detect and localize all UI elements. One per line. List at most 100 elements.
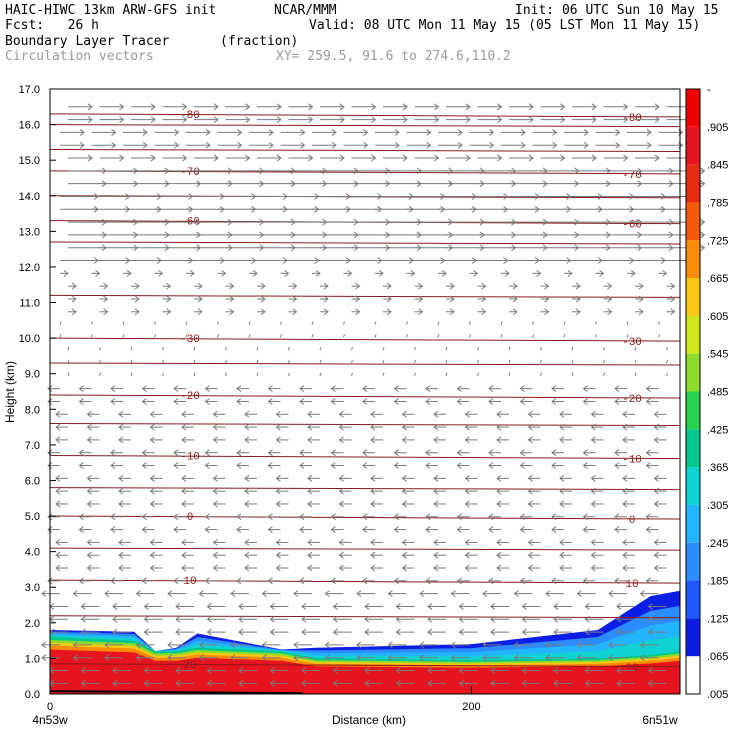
contour-label: -20 [180, 391, 200, 403]
wind-vector-head [307, 538, 313, 546]
wind-vector-head [141, 577, 147, 585]
wind-vector-head [488, 513, 494, 521]
wind-vector-head [268, 129, 274, 136]
wind-vector-head [434, 154, 440, 162]
wind-vector-head [112, 603, 118, 610]
colorbar-label: .125 [707, 613, 728, 625]
wind-vector [477, 372, 479, 376]
wind-vector-head [519, 398, 525, 405]
wind-vector [571, 372, 574, 376]
wind-vector-head [496, 423, 502, 431]
wind-vector [382, 347, 385, 351]
wind-vector-head [490, 667, 496, 674]
wind-vector-head [275, 423, 281, 431]
wind-vector-head [166, 282, 172, 290]
wind-vector-head [143, 667, 149, 674]
wind-vector [280, 334, 282, 338]
wind-vector [414, 347, 416, 351]
wind-vector-head [104, 654, 110, 662]
wind-vector [154, 321, 156, 325]
wind-vector-head [370, 423, 376, 431]
wind-vector-head [370, 538, 376, 546]
wind-vector-head [301, 667, 307, 674]
wind-vector-head [173, 577, 179, 585]
wind-vector-head [150, 154, 156, 162]
wind-vector [91, 321, 93, 325]
wind-vector-head [86, 500, 92, 508]
wind-vector-head [174, 141, 180, 149]
wind-vector-head [55, 410, 61, 418]
init-time: Init: 06 UTC Sun 10 May 15 [515, 3, 719, 18]
contour-line [49, 337, 681, 342]
wind-vector-head [559, 551, 565, 559]
wind-vector [288, 372, 290, 376]
wind-vector-head [519, 462, 525, 469]
wind-vector-head [616, 679, 622, 687]
wind-vector-head [521, 667, 527, 674]
wind-vector-head [47, 385, 53, 393]
wind-vector-head [110, 577, 116, 585]
wind-vector-head [395, 667, 401, 674]
y-tick-label: 6.0 [25, 475, 40, 487]
wind-vector-head [55, 564, 61, 572]
wind-vector-head [582, 577, 588, 585]
wind-vector-head [608, 654, 614, 662]
wind-vector-head [356, 590, 362, 598]
wind-vector [666, 372, 668, 376]
wind-vector-head [110, 449, 116, 457]
wind-vector [445, 372, 448, 376]
wind-vector-head [464, 436, 470, 444]
wind-vector-head [456, 398, 462, 405]
wind-vector-head [307, 423, 313, 431]
wind-vector-head [260, 282, 266, 290]
wind-vector-head [378, 269, 384, 277]
wind-vector-head [559, 564, 565, 572]
wind-vector-head [488, 526, 494, 533]
wind-vector [382, 372, 385, 376]
wind-vector [225, 359, 227, 364]
wind-vector-head [110, 385, 116, 393]
wind-vector [130, 372, 133, 376]
wind-vector-head [519, 385, 525, 393]
wind-vector-head [419, 641, 425, 649]
wind-vector-head [204, 577, 210, 585]
wind-vector-head [639, 654, 645, 662]
wind-vector-head [339, 103, 345, 111]
wind-vector-head [244, 564, 250, 572]
wind-vector [437, 321, 440, 325]
wind-vector-head [584, 667, 590, 674]
wind-vector-head [590, 436, 596, 444]
wind-vector-head [95, 269, 101, 277]
wind-vector-head [332, 603, 338, 610]
wind-vector-head [370, 487, 376, 495]
wind-vector-head [213, 103, 219, 111]
colorbar-label: .545 [707, 349, 728, 361]
wind-vector-head [638, 282, 644, 290]
wind-vector-head [236, 449, 242, 457]
wind-vector-head [175, 679, 181, 687]
contour-label: 10 [183, 576, 196, 588]
wind-vector-head [464, 500, 470, 508]
wind-vector-head [244, 436, 250, 444]
wind-vector-head [464, 487, 470, 495]
wind-vector-head [616, 628, 622, 636]
wind-vector-head [244, 487, 250, 495]
wind-vector-head [521, 628, 527, 636]
wind-vector-head [370, 410, 376, 418]
wind-vector-head [497, 154, 503, 162]
wind-vector [217, 321, 219, 325]
wind-vector-head [551, 398, 557, 405]
wind-vector-head [307, 474, 313, 482]
wind-vector-head [86, 551, 92, 559]
wind-vector-head [456, 385, 462, 393]
wind-vector-head [364, 628, 370, 636]
colorbar-label: .605 [707, 311, 728, 323]
wind-vector-head [653, 410, 659, 418]
wind-vector-head [559, 410, 565, 418]
wind-vector-head [418, 282, 424, 290]
wind-vector-head [425, 462, 431, 469]
wind-vector-head [622, 474, 628, 482]
wind-vector [469, 334, 471, 338]
wind-vector-head [338, 423, 344, 431]
wind-vector-head [504, 269, 510, 277]
